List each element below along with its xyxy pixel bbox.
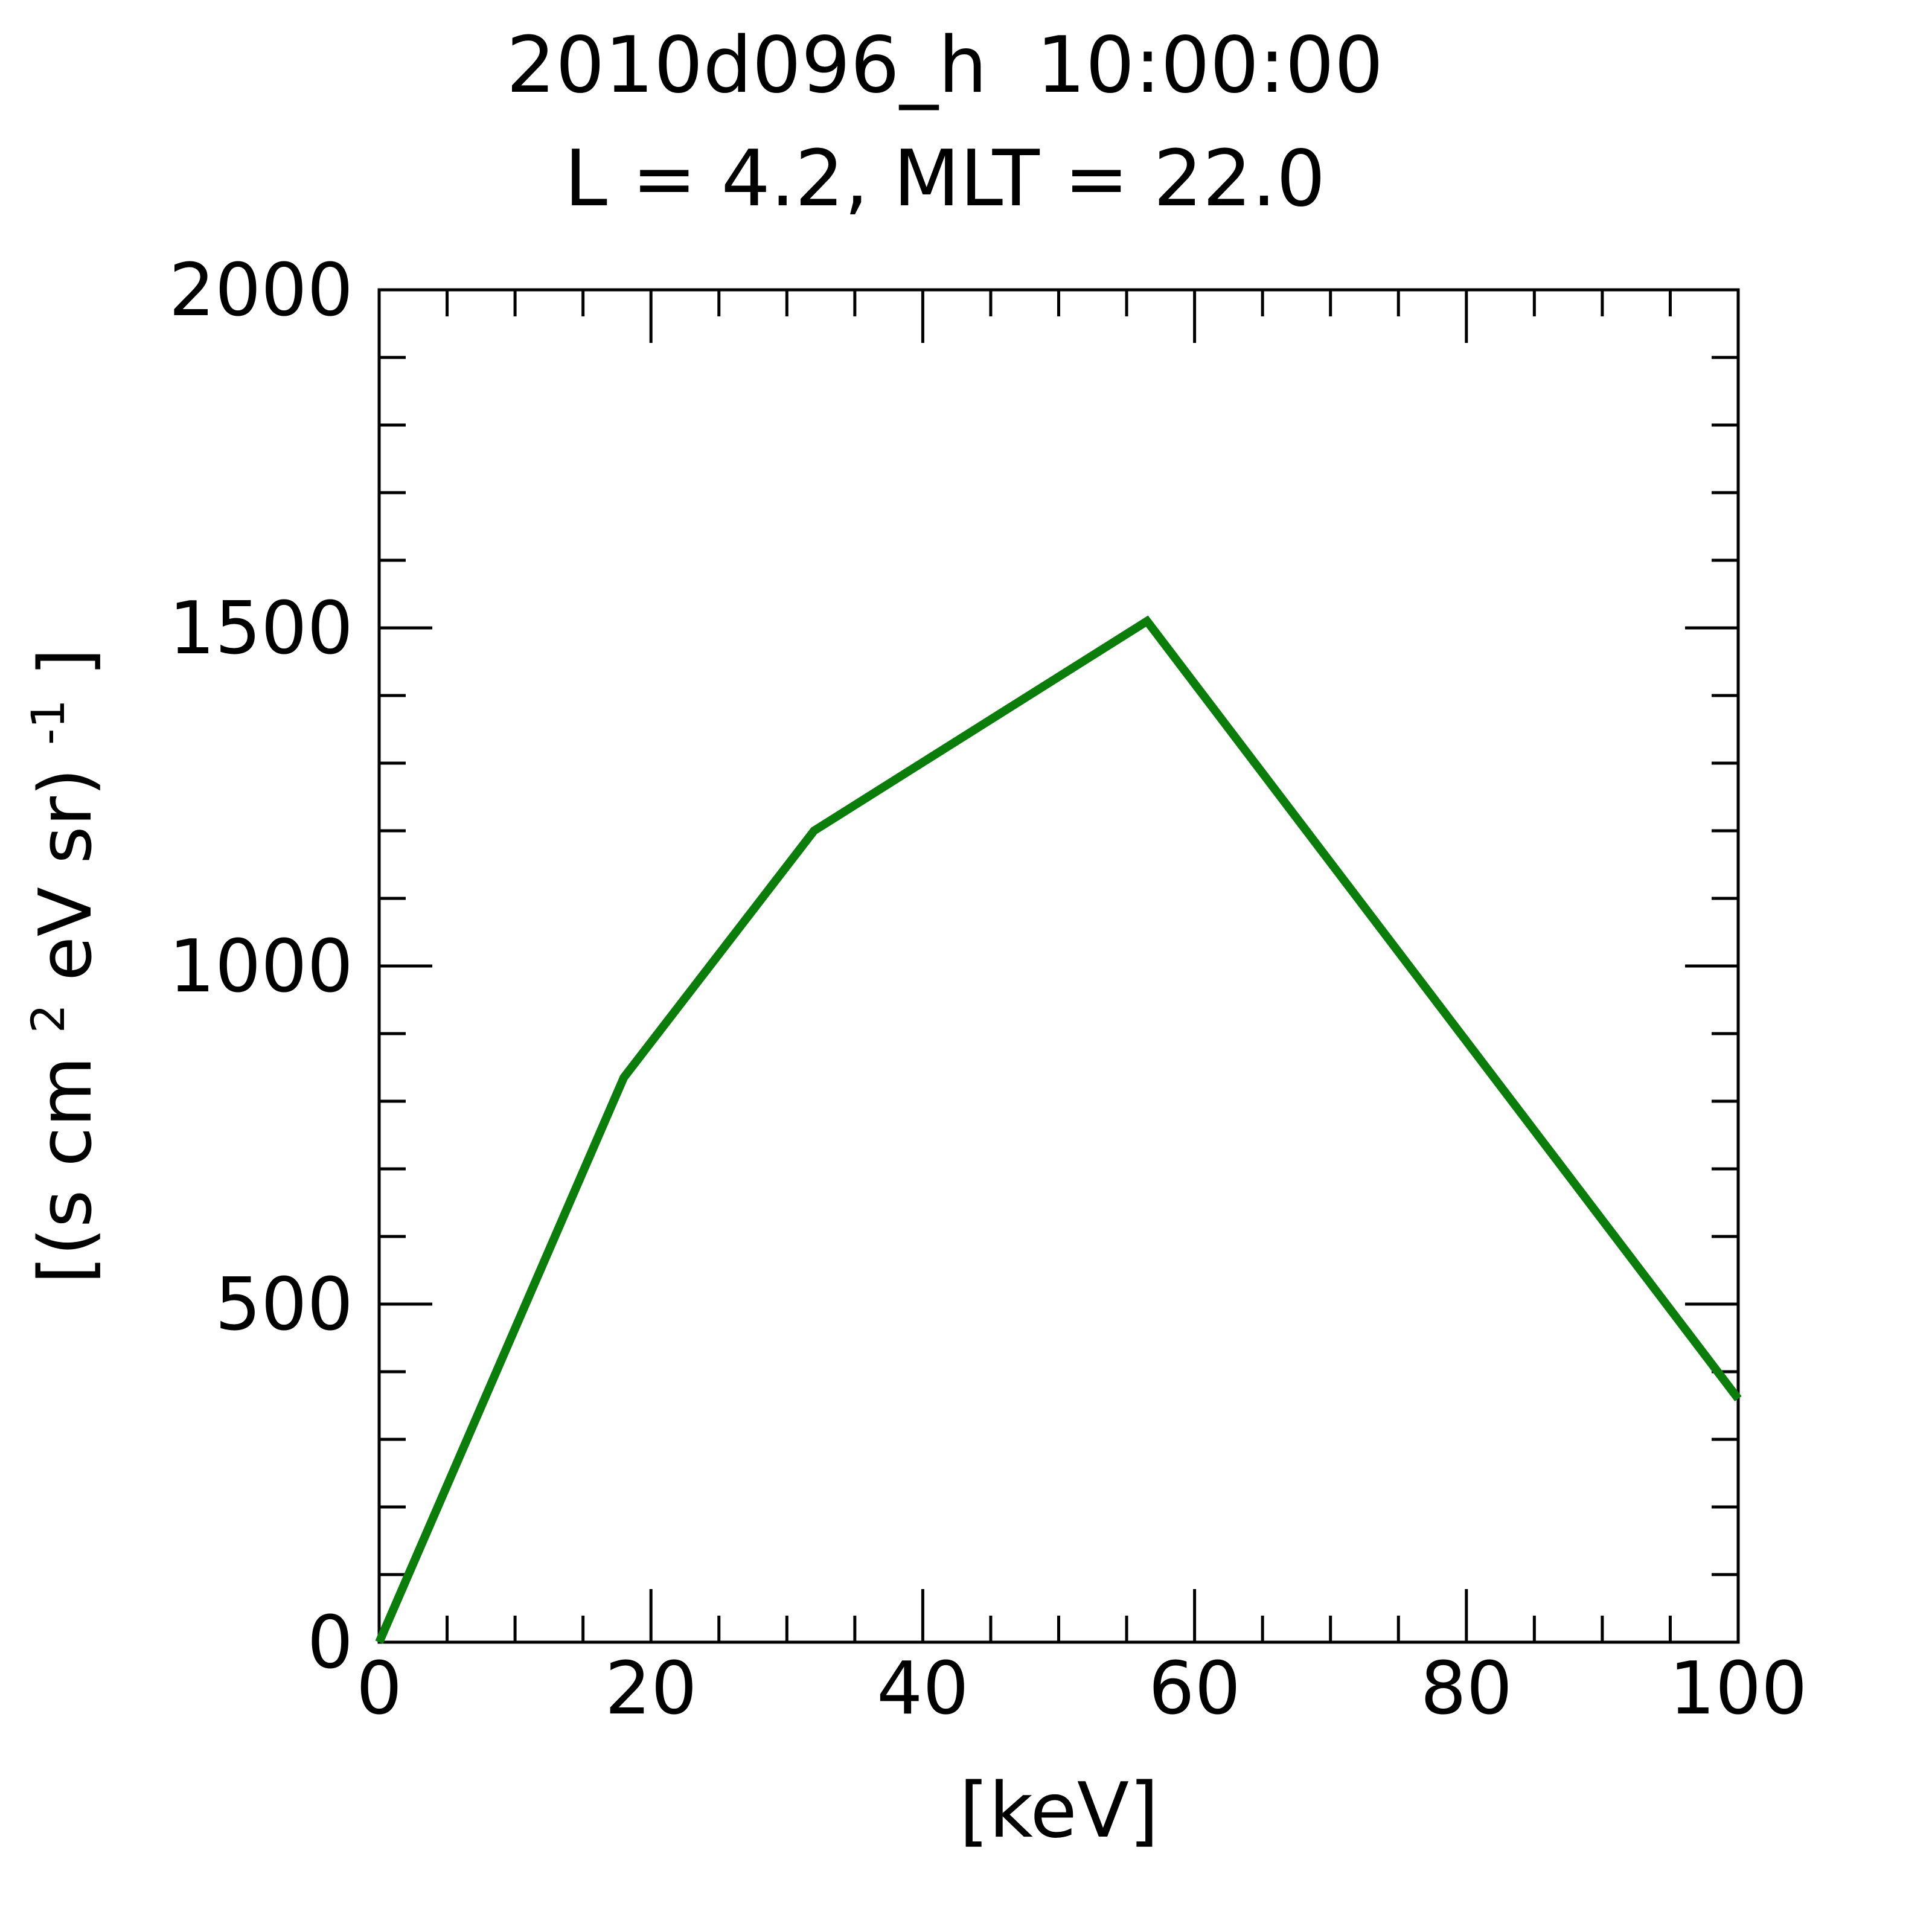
x-tick-label: 100: [1669, 1647, 1807, 1731]
y-tick-label: 1500: [169, 587, 353, 671]
plot-border: [377, 288, 1740, 1644]
x-axis-label: [keV]: [959, 1766, 1159, 1855]
x-tick-label: 40: [877, 1647, 969, 1731]
y-tick-label: 0: [307, 1601, 353, 1685]
y-axis-label-part: eV sr): [24, 768, 108, 981]
chart-title: 2010d096_h 10:00:00: [507, 21, 1384, 110]
data-line-hydrogen-flux-spectrum: [375, 615, 1742, 1644]
y-tick-label: 2000: [169, 249, 353, 333]
y-axis-label: [(s cm 2 eV sr) -1 ]: [0, 648, 108, 1284]
x-tick-label: 20: [605, 1647, 697, 1731]
y-axis-label-part: ]: [24, 648, 108, 676]
data-series: [375, 615, 1742, 1644]
plot-frame: [377, 288, 1740, 1644]
chart-subtitle: L = 4.2, MLT = 22.0: [565, 134, 1326, 224]
x-tick-label: 0: [356, 1647, 402, 1731]
y-tick-label: 500: [215, 1263, 353, 1347]
y-tick-label: 1000: [169, 925, 353, 1009]
y-axis-label-part: [(s cm: [24, 1057, 108, 1284]
axis-ticks: [377, 288, 1740, 1644]
y-axis-label-sup: -1: [21, 699, 75, 745]
x-tick-label: 80: [1420, 1647, 1512, 1731]
x-tick-label: 60: [1148, 1647, 1241, 1731]
y-axis-label-sup: 2: [21, 1004, 75, 1033]
